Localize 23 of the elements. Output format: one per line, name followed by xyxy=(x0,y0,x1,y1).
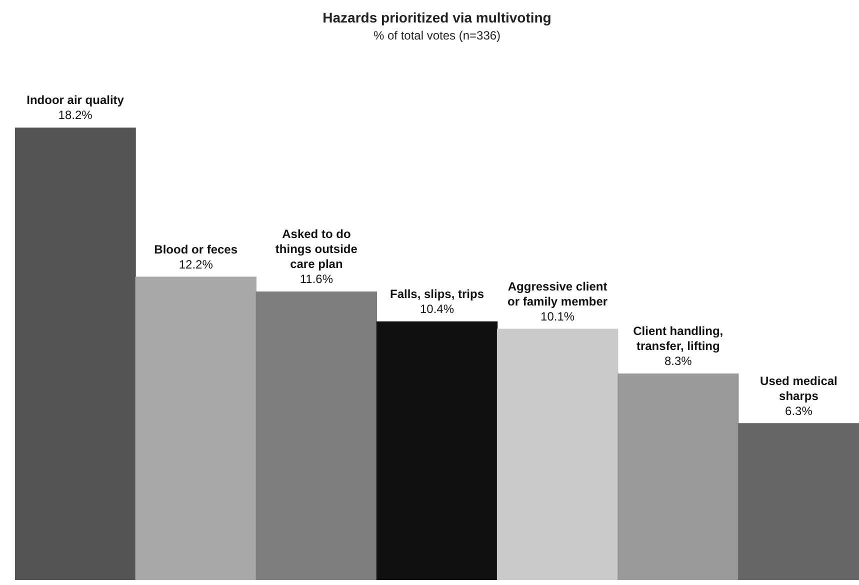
chart-subtitle: % of total votes (n=336) xyxy=(373,28,501,42)
data-label: 10.4% xyxy=(420,302,454,316)
data-label: 6.3% xyxy=(785,404,813,418)
bar xyxy=(738,423,859,580)
data-label: 18.2% xyxy=(58,108,93,122)
chart-title: Hazards prioritized via multivoting xyxy=(322,9,552,26)
bar xyxy=(618,374,739,580)
x-tick-label: Aggressive client or family member xyxy=(508,279,608,308)
data-label: 12.2% xyxy=(178,257,214,272)
data-label: 8.3% xyxy=(664,354,692,368)
x-tick-label: Asked to do things outside care plan xyxy=(275,227,358,272)
data-label: 10.1% xyxy=(540,309,575,324)
bar xyxy=(376,321,498,580)
x-tick-label: Client handling, transfer, lifting xyxy=(633,324,724,354)
bar xyxy=(256,292,378,580)
x-tick-label: Indoor air quality xyxy=(26,93,124,108)
x-tick-label: Used medical sharps xyxy=(760,374,838,403)
x-tick-label: Falls, slips, trips xyxy=(390,286,484,301)
bar xyxy=(496,328,618,580)
data-label: 11.6% xyxy=(300,272,334,286)
bar xyxy=(15,128,136,580)
x-tick-label: Blood or feces xyxy=(154,242,238,256)
bar xyxy=(135,276,256,580)
